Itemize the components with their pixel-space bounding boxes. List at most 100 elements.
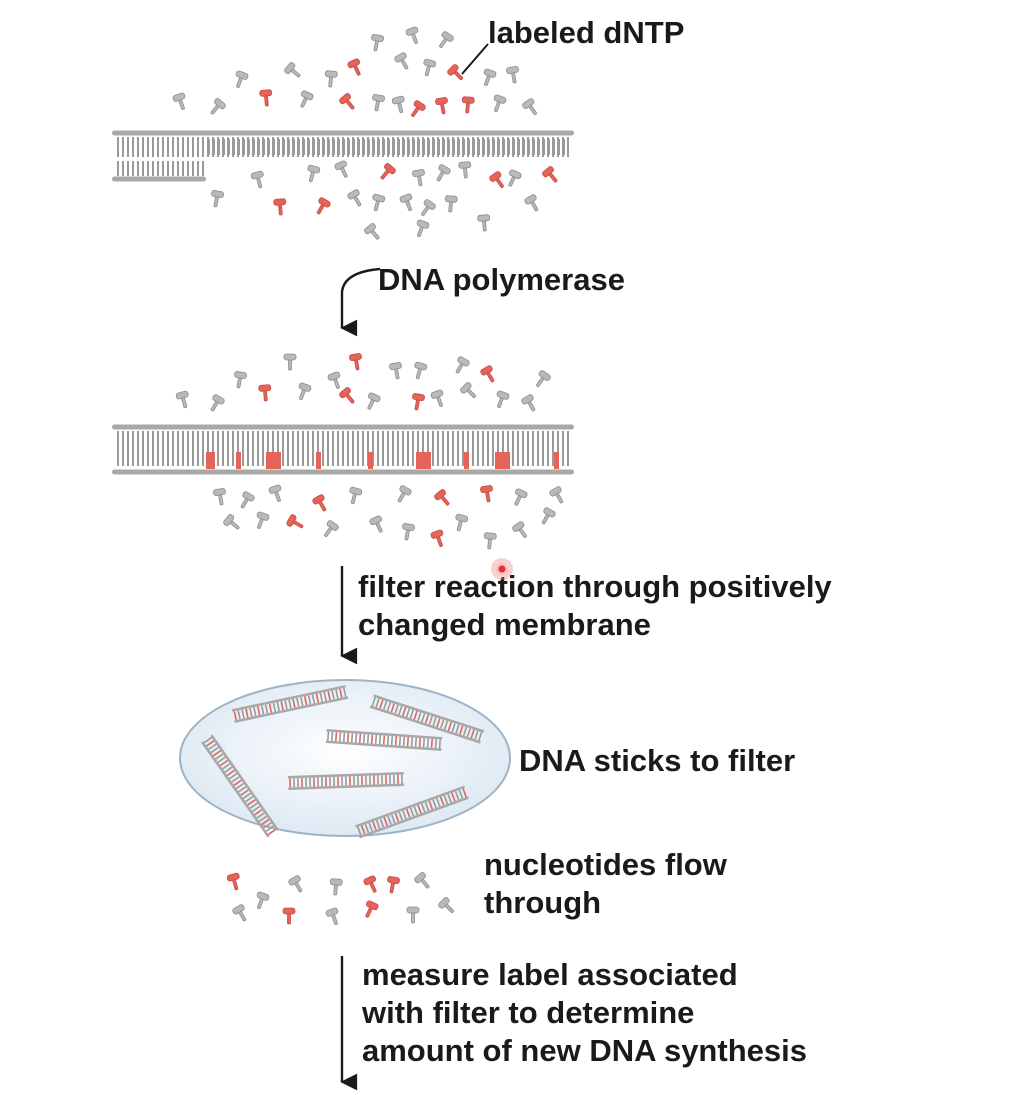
dntp-icon <box>268 484 285 503</box>
dntp-icon <box>521 394 539 414</box>
dntp-icon <box>413 219 430 238</box>
dna-extended <box>112 425 574 475</box>
dntp-icon <box>504 169 522 189</box>
labeled-dntp-icon <box>283 908 295 924</box>
dntp-icon <box>389 362 404 380</box>
dntp-icon <box>176 391 192 410</box>
dntp-icon <box>369 34 384 52</box>
dntp-icon <box>284 62 304 81</box>
label-dna-polymerase: DNA polymerase <box>378 261 625 299</box>
pointer-cursor-icon <box>491 558 513 580</box>
dntp-icon <box>433 164 451 184</box>
dntp-icon <box>370 194 386 213</box>
dntp-icon <box>453 514 469 533</box>
dntp-icon <box>284 354 296 370</box>
dntp-icon <box>213 488 228 506</box>
dntp-icon <box>490 94 507 113</box>
dntp-icon <box>400 523 415 541</box>
dntp-icon <box>399 193 416 212</box>
dntp-icon <box>364 223 383 243</box>
dntp-icon <box>477 214 490 231</box>
dntp-icon <box>414 872 433 892</box>
dntp-icon <box>327 371 344 390</box>
label-measure-line-3: amount of new DNA synthesis <box>362 1032 807 1070</box>
label-dna-sticks: DNA sticks to filter <box>519 742 795 780</box>
label-flow-line-2: through <box>484 884 727 922</box>
dntp-icon <box>237 491 255 511</box>
dntp-icon <box>347 487 363 506</box>
label-filter-line-2: changed membrane <box>358 606 832 644</box>
labeled-dntp-icon <box>259 89 272 106</box>
dntp-icon <box>394 485 412 505</box>
label-measure-line-1: measure label associated <box>362 956 807 994</box>
dntp-icon <box>329 878 342 895</box>
dntp-icon <box>320 520 339 540</box>
dntp-icon <box>421 59 437 78</box>
labeled-dntp-icon <box>407 100 426 120</box>
dntp-icon <box>438 897 458 917</box>
labeled-dntp-icon <box>286 514 306 532</box>
dntp-icon <box>288 875 306 895</box>
dntp-icon <box>549 486 567 506</box>
dntp-icon <box>305 165 321 184</box>
labeled-dntp-icon <box>430 529 447 548</box>
dntp-icon <box>347 189 365 209</box>
dntp-icon <box>412 362 428 381</box>
labeled-dntp-icon <box>339 387 358 407</box>
labeled-dntp-icon <box>273 198 286 215</box>
labeled-dntp-icon <box>312 494 330 514</box>
labeled-dntp-icon <box>313 197 331 217</box>
labeled-dntp-icon <box>385 876 400 894</box>
dntp-icon <box>510 488 528 508</box>
dntp-icon <box>253 891 270 910</box>
dntp-icon <box>253 511 270 530</box>
labeled-dntp-icon <box>480 365 498 385</box>
labeled-dntp-icon <box>435 97 450 115</box>
dntp-icon <box>363 392 381 412</box>
labeled-dntp-icon <box>377 163 396 183</box>
label-flow-line-1: nucleotides flow <box>484 846 727 884</box>
dntp-icon <box>458 161 471 178</box>
labeled-dntp-icon <box>461 96 474 113</box>
labeled-dntp-icon <box>361 900 379 920</box>
labeled-dntp-icon <box>542 166 561 186</box>
dntp-icon <box>232 904 250 924</box>
dntp-icon <box>493 390 510 409</box>
dntp-icon <box>506 66 521 84</box>
dntp-icon <box>296 90 314 110</box>
labeled-dntp-icon <box>349 353 364 371</box>
dntp-icon <box>325 907 342 926</box>
dntp-icon <box>452 356 470 376</box>
labeled-dntp-icon <box>480 485 495 503</box>
dntp-icon <box>407 907 419 923</box>
dntp-icon <box>444 195 457 212</box>
dntp-icon <box>483 532 496 549</box>
labeled-dntp-icon <box>258 384 271 401</box>
arrow-polymerase <box>342 269 380 328</box>
label-leader-line <box>462 44 488 74</box>
label-measure-line-2: with filter to determine <box>362 994 807 1032</box>
dntp-icon <box>209 190 224 208</box>
labeled-dntp-icon <box>227 873 243 892</box>
labeled-dntp-icon <box>347 58 365 78</box>
label-filter-reaction: filter reaction through positively chang… <box>358 568 832 644</box>
dntp-icon <box>207 394 225 414</box>
dntp-icon <box>370 94 385 112</box>
dntp-icon <box>295 382 312 401</box>
labeled-dntp-icon <box>489 171 508 191</box>
label-measure: measure label associated with filter to … <box>362 956 807 1070</box>
dntp-icon <box>369 515 387 535</box>
label-labeled-dntp: labeled dNTP <box>488 14 684 52</box>
dntp-icon <box>232 371 247 389</box>
dntp-icon <box>392 96 408 115</box>
filter-membrane <box>180 680 510 836</box>
dntp-icon <box>232 70 249 89</box>
dntp-icon <box>334 160 352 180</box>
dntp-icon <box>417 199 436 219</box>
dntp-icon <box>522 98 541 118</box>
dntp-icon <box>524 194 542 214</box>
labeled-dntp-icon <box>339 93 358 113</box>
dntp-icon <box>412 169 427 187</box>
dntp-icon <box>207 98 226 118</box>
